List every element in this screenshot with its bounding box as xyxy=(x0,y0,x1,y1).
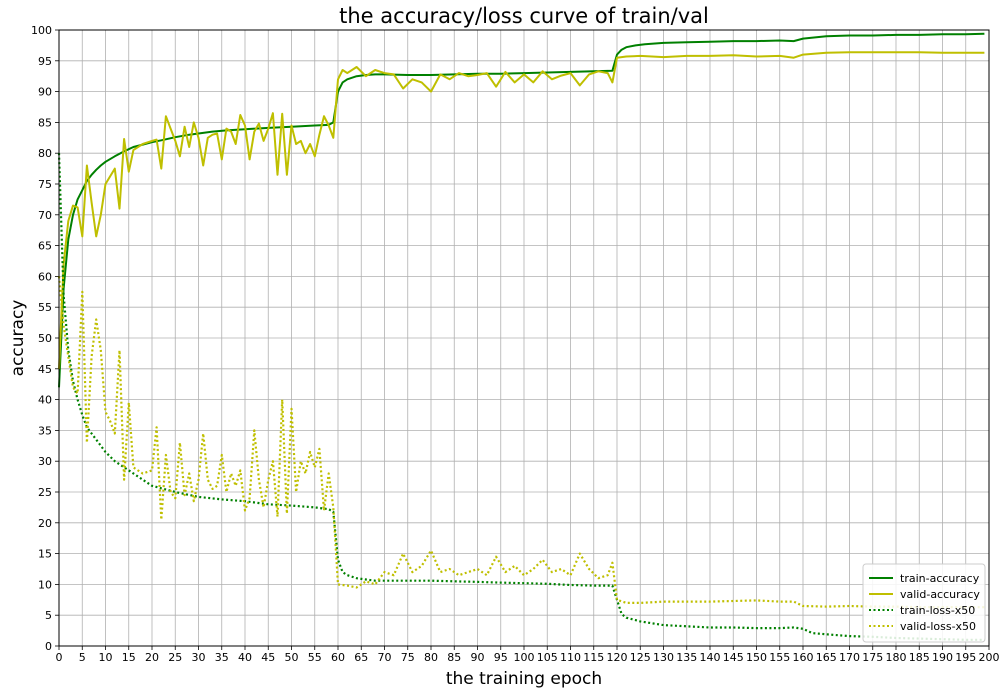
x-tick-label: 170 xyxy=(839,651,860,664)
x-tick-label: 95 xyxy=(494,651,508,664)
ticks: 0 5 10 15 20 25 30 35 40 45 50 55 60 65 70 75 80 85 90 95 10… xyxy=(31,24,1000,664)
x-tick-label: 5 xyxy=(79,651,86,664)
x-tick-label: 190 xyxy=(932,651,953,664)
x-tick-label: 40 xyxy=(238,651,252,664)
y-tick-label: 45 xyxy=(38,363,52,376)
y-tick-label: 80 xyxy=(38,147,52,160)
y-tick-label: 65 xyxy=(38,240,52,253)
y-tick-label: 5 xyxy=(45,609,52,622)
legend-label: train-loss-x50 xyxy=(900,604,975,617)
x-tick-label: 125 xyxy=(630,651,651,664)
x-tick-label: 105 xyxy=(537,651,558,664)
x-tick-label: 140 xyxy=(700,651,721,664)
y-tick-label: 40 xyxy=(38,394,52,407)
series-line-valid-accuracy xyxy=(58,51,985,369)
x-tick-label: 100 xyxy=(514,651,535,664)
legend-label: train-accuracy xyxy=(900,572,980,585)
x-tick-label: 110 xyxy=(560,651,581,664)
chart-title: the accuracy/loss curve of train/val xyxy=(339,4,709,28)
plot-frame xyxy=(58,29,990,647)
y-tick-label: 100 xyxy=(31,24,52,37)
y-tick-label: 75 xyxy=(38,178,52,191)
x-tick-label: 120 xyxy=(607,651,628,664)
x-tick-label: 20 xyxy=(145,651,159,664)
x-tick-label: 15 xyxy=(122,651,136,664)
series-line-train-loss-x50 xyxy=(57,153,985,641)
legend-box xyxy=(862,563,986,643)
x-tick-label: 175 xyxy=(862,651,883,664)
grid xyxy=(58,29,990,647)
x-tick-label: 200 xyxy=(979,651,1000,664)
x-tick-label: 160 xyxy=(793,651,814,664)
y-tick-label: 25 xyxy=(38,486,52,499)
y-tick-label: 95 xyxy=(38,55,52,68)
x-tick-label: 155 xyxy=(769,651,790,664)
legend-label: valid-loss-x50 xyxy=(900,620,976,633)
y-tick-label: 55 xyxy=(38,301,52,314)
series-layer xyxy=(57,32,985,641)
y-tick-label: 35 xyxy=(38,424,52,437)
x-tick-label: 0 xyxy=(56,651,63,664)
y-tick-label: 0 xyxy=(45,640,52,653)
y-tick-label: 10 xyxy=(38,578,52,591)
x-tick-label: 145 xyxy=(723,651,744,664)
x-tick-label: 35 xyxy=(215,651,229,664)
x-tick-label: 55 xyxy=(308,651,322,664)
y-tick-label: 60 xyxy=(38,270,52,283)
x-tick-label: 30 xyxy=(192,651,206,664)
x-tick-label: 70 xyxy=(378,651,392,664)
y-tick-label: 85 xyxy=(38,116,52,129)
x-tick-label: 130 xyxy=(653,651,674,664)
x-tick-label: 80 xyxy=(424,651,438,664)
x-axis-label: the training epoch xyxy=(446,669,602,689)
y-tick-label: 50 xyxy=(38,332,52,345)
x-tick-label: 65 xyxy=(354,651,368,664)
y-tick-label: 70 xyxy=(38,209,52,222)
x-tick-label: 10 xyxy=(99,651,113,664)
x-tick-label: 25 xyxy=(168,651,182,664)
y-axis-label: accuracy xyxy=(8,300,28,377)
legend: train-accuracy valid-accuracy train-loss-x… xyxy=(862,563,986,643)
x-tick-label: 115 xyxy=(583,651,604,664)
x-tick-label: 165 xyxy=(816,651,837,664)
x-tick-label: 75 xyxy=(401,651,415,664)
x-tick-label: 150 xyxy=(746,651,767,664)
x-tick-label: 50 xyxy=(285,651,299,664)
x-tick-label: 45 xyxy=(261,651,275,664)
x-tick-label: 60 xyxy=(331,651,345,664)
legend-label: valid-accuracy xyxy=(900,588,980,601)
x-tick-label: 90 xyxy=(471,651,485,664)
x-tick-label: 185 xyxy=(909,651,930,664)
x-tick-label: 195 xyxy=(955,651,976,664)
y-tick-label: 20 xyxy=(38,517,52,530)
x-tick-label: 135 xyxy=(676,651,697,664)
x-tick-label: 85 xyxy=(447,651,461,664)
y-tick-label: 15 xyxy=(38,548,52,561)
series-line-train-accuracy xyxy=(58,32,985,388)
y-tick-label: 90 xyxy=(38,86,52,99)
x-tick-label: 180 xyxy=(886,651,907,664)
y-tick-label: 30 xyxy=(38,455,52,468)
series-line-valid-loss-x50 xyxy=(57,276,985,609)
